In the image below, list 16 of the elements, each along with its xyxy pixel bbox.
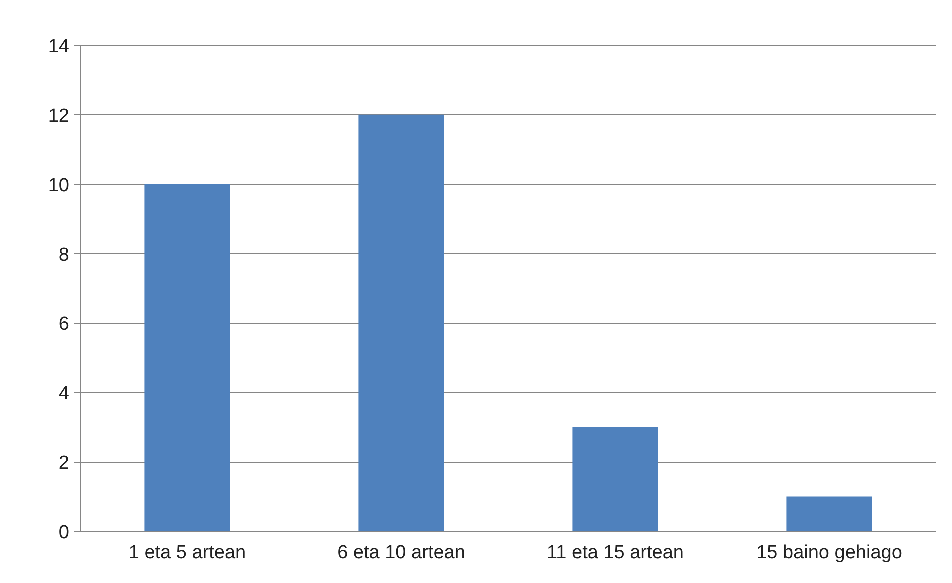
x-tick-label: 6 eta 10 artean xyxy=(338,542,466,564)
bar xyxy=(144,184,230,532)
y-tick-label: 8 xyxy=(58,244,70,266)
y-tick-label: 14 xyxy=(48,36,70,58)
x-tick-label: 15 baino gehiago xyxy=(756,542,902,564)
x-tick-label: 11 eta 15 artean xyxy=(547,542,684,564)
y-tick-label: 4 xyxy=(58,384,70,405)
bar xyxy=(358,114,444,532)
y-tick-label: 10 xyxy=(48,175,70,196)
y-tick-label: 0 xyxy=(58,522,70,544)
y-tick-label: 2 xyxy=(58,453,70,474)
bar xyxy=(786,496,872,532)
bar xyxy=(572,427,658,532)
y-tick-label: 6 xyxy=(58,314,70,336)
y-tick-label: 12 xyxy=(48,106,70,127)
x-tick-label: 1 eta 5 artean xyxy=(128,542,246,564)
